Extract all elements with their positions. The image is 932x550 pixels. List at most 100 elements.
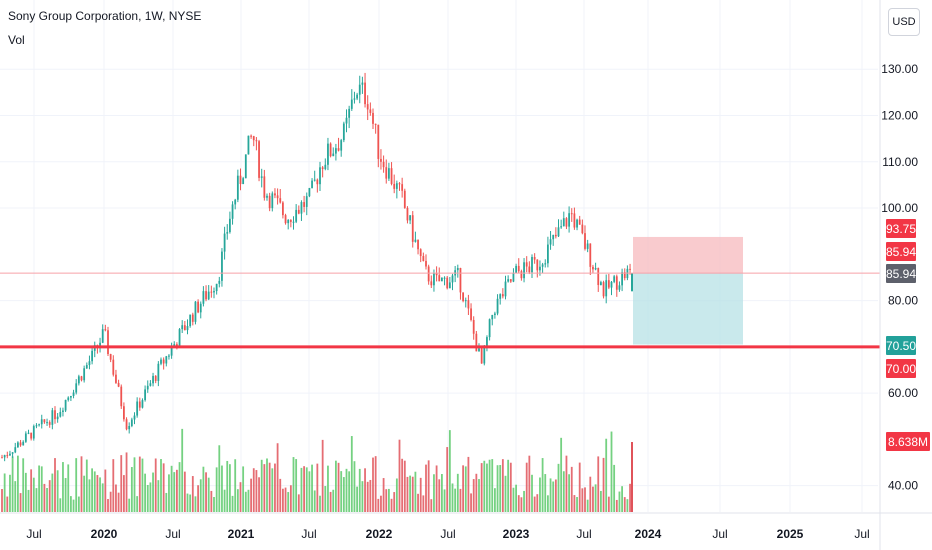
volume-bar (48, 480, 51, 512)
candle-body (56, 416, 59, 420)
volume-bar (43, 483, 46, 512)
volume-bar (520, 497, 523, 512)
candle-body (64, 399, 67, 411)
price-tag-bg (886, 336, 916, 355)
currency-button[interactable]: USD (888, 8, 920, 36)
candle-body (221, 251, 223, 281)
volume-bar (600, 490, 602, 512)
volume-bar (430, 499, 433, 512)
time-axis[interactable]: Jul 2020 Jul 2021 Jul 2022 Jul 2023 Jul 2024 Jul 20… (0, 512, 932, 541)
candle-body (478, 348, 480, 352)
volume-bar (504, 475, 507, 512)
volume-bar (411, 476, 414, 512)
volume-bar (406, 476, 409, 512)
candle-body (539, 266, 541, 271)
candle-body (425, 260, 427, 267)
candle-body (486, 337, 488, 346)
volume-bar (629, 483, 631, 512)
volume-bar (319, 495, 321, 512)
volume-bar (276, 443, 279, 512)
volume-bar (244, 491, 247, 512)
volume-bar (96, 475, 99, 512)
candle-body (414, 239, 417, 242)
candle-body (348, 108, 351, 118)
candle-body (128, 426, 131, 430)
volume-bar (51, 473, 54, 512)
volume-bar (123, 475, 125, 512)
volume-bar (517, 495, 520, 512)
candle-body (186, 326, 189, 331)
volume-bar (70, 496, 72, 512)
volume-bar (398, 439, 401, 512)
price-tags: 93.75 85.94 85.94 70.50 70.00 8.638M (886, 219, 930, 451)
candle-body (364, 82, 366, 105)
volume-bar (308, 471, 311, 512)
volume-bar (9, 474, 11, 512)
candle-body (393, 183, 396, 189)
volume-bar (329, 491, 332, 512)
candle-body (369, 109, 372, 113)
volume-bar (210, 490, 213, 512)
stop-loss-zone (633, 236, 743, 274)
candle-body (263, 176, 266, 198)
candle-body (252, 136, 255, 141)
volume-bar (528, 455, 531, 512)
price-axis[interactable]: 130.00 120.00 110.00 100.00 80.00 60.00 40.00 (879, 0, 918, 550)
price-tag-bg (886, 242, 916, 261)
chart-title[interactable]: Sony Group Corporation, 1W, NYSE (8, 9, 202, 23)
volume-bar (496, 465, 499, 512)
volume-bar (448, 430, 451, 512)
volume-bar (170, 465, 173, 512)
volume-bar (377, 498, 380, 512)
volume-bar (162, 463, 165, 512)
volume-bar (581, 488, 584, 512)
volume-bar (311, 464, 313, 512)
candle-body (194, 301, 197, 322)
volume-bar (38, 465, 40, 512)
candle-body (332, 153, 335, 157)
candle-body (475, 333, 478, 352)
candle-body (276, 195, 279, 199)
candle-body (531, 257, 533, 273)
candle-body (40, 419, 43, 425)
volume-bar (128, 498, 131, 512)
volume-bar (99, 477, 101, 512)
volume-bar (327, 465, 329, 512)
volume-bar (541, 458, 544, 512)
volume-bar (372, 457, 374, 512)
volume-bar (54, 458, 56, 512)
volume-bar (570, 466, 573, 512)
candle-body (255, 140, 258, 142)
candle-body (568, 213, 570, 227)
y-tick-label: 130.00 (881, 62, 918, 76)
volume-bar (433, 474, 435, 512)
candle-body (210, 291, 213, 293)
volume-bar (414, 471, 417, 512)
volume-bar (152, 472, 154, 512)
volume-bar (268, 462, 271, 512)
volume-bar (438, 479, 441, 512)
candle-body (289, 219, 292, 222)
volume-bar (523, 490, 525, 512)
candle-body (266, 195, 268, 198)
candle-body (213, 291, 215, 293)
candle-body (456, 268, 459, 271)
candle-body (38, 424, 40, 426)
price-tag-label: 70.50 (886, 339, 916, 353)
volume-bar (364, 468, 366, 512)
price-tag-bg (886, 264, 916, 283)
candle-body (17, 442, 19, 448)
volume-label[interactable]: Vol (8, 33, 25, 47)
candle-body (327, 143, 329, 165)
candle-body (366, 104, 369, 110)
candle-body (112, 359, 115, 375)
candle-body (623, 272, 626, 279)
candlesticks (1, 72, 633, 462)
candle-body (517, 265, 520, 272)
volume-bar (417, 493, 419, 512)
volume-bar (46, 487, 48, 512)
volume-bar (239, 482, 242, 512)
candle-body (467, 300, 470, 309)
candle-body (610, 281, 613, 288)
